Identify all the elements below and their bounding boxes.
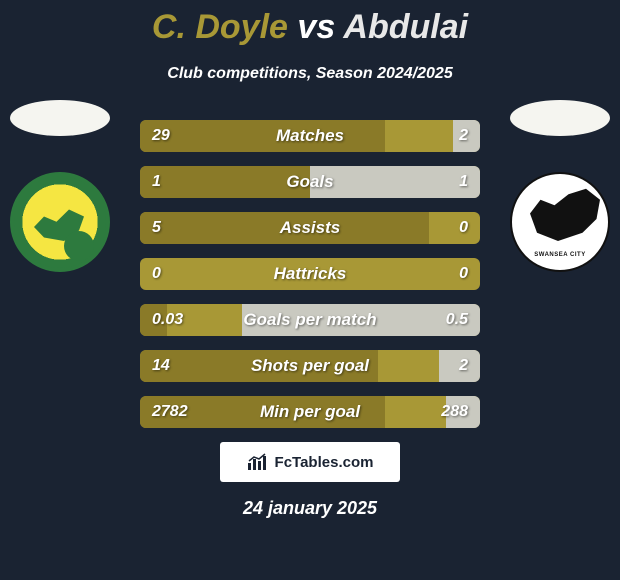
team-right-logo — [510, 172, 610, 272]
stat-bar: 2782288Min per goal — [140, 396, 480, 428]
stat-label: Assists — [140, 212, 480, 244]
swansea-logo-icon — [510, 172, 610, 272]
stat-bar: 00Hattricks — [140, 258, 480, 290]
date-text: 24 january 2025 — [0, 498, 620, 519]
stat-label: Min per goal — [140, 396, 480, 428]
brand-text: FcTables.com — [275, 454, 374, 471]
stat-label: Shots per goal — [140, 350, 480, 382]
stat-bar: 292Matches — [140, 120, 480, 152]
stats-bars: 292Matches 11Goals 50Assists 00Hattricks 0.0… — [140, 120, 480, 428]
stat-bar: 11Goals — [140, 166, 480, 198]
stat-label: Goals — [140, 166, 480, 198]
team-right-column — [500, 100, 620, 272]
norwich-logo-icon — [10, 172, 110, 272]
stat-bar: 0.030.5Goals per match — [140, 304, 480, 336]
player2-name: Abdulai — [343, 8, 468, 46]
player1-name: C. Doyle — [152, 8, 288, 46]
ellipse-decoration — [510, 100, 610, 136]
comparison-title: C. Doyle vs Abdulai — [0, 0, 620, 47]
chart-icon — [247, 453, 269, 471]
stat-bar: 50Assists — [140, 212, 480, 244]
team-left-logo — [10, 172, 110, 272]
stat-bar: 142Shots per goal — [140, 350, 480, 382]
stat-label: Goals per match — [140, 304, 480, 336]
subtitle: Club competitions, Season 2024/2025 — [0, 65, 620, 83]
team-left-column — [0, 100, 120, 272]
stat-label: Hattricks — [140, 258, 480, 290]
stat-label: Matches — [140, 120, 480, 152]
brand-badge: FcTables.com — [220, 442, 400, 482]
ellipse-decoration — [10, 100, 110, 136]
vs-text: vs — [297, 8, 335, 46]
